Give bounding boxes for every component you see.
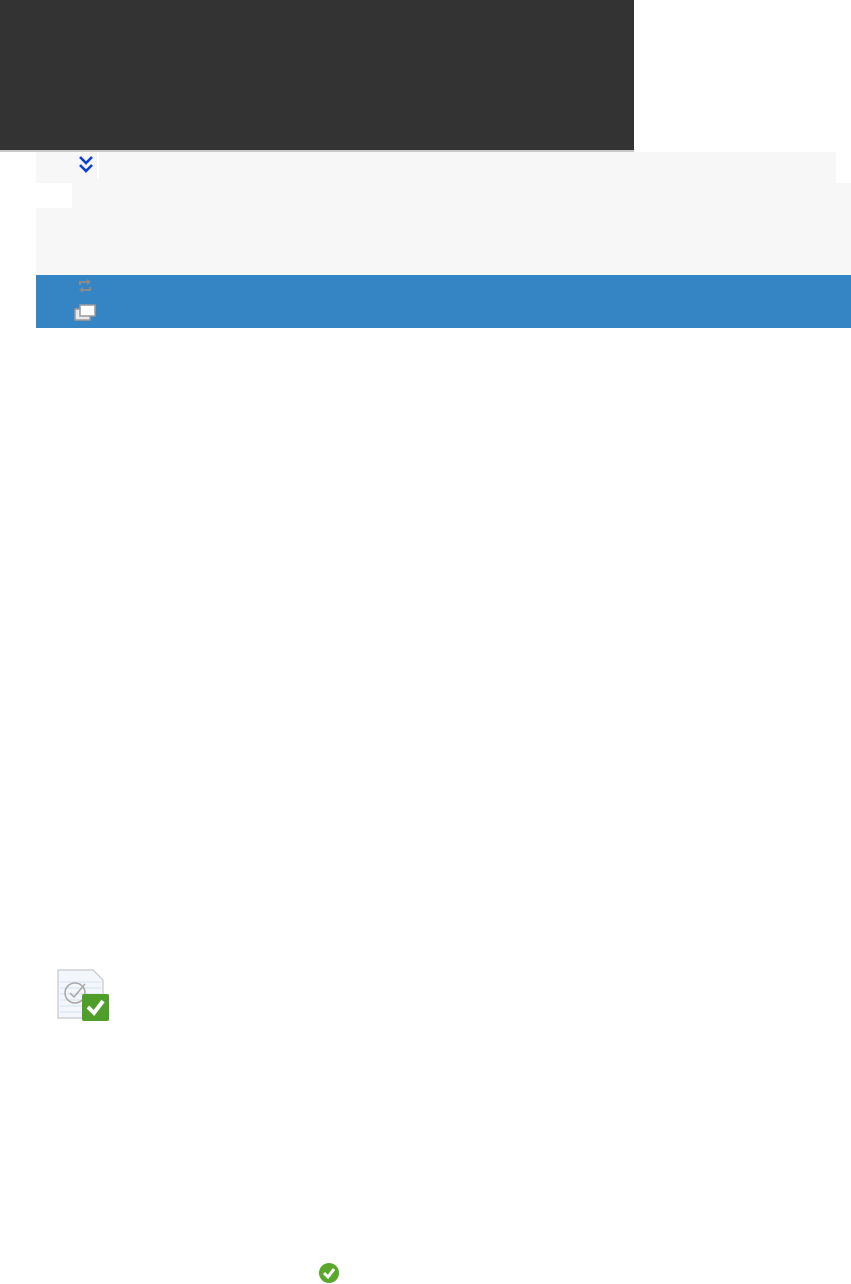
selected-row[interactable] [36, 275, 851, 328]
panel-notch [36, 183, 72, 208]
expand-button[interactable] [77, 154, 95, 176]
sync-icon [79, 279, 91, 293]
sync-button[interactable] [77, 278, 93, 294]
content-panel [36, 183, 851, 275]
top-header-bar [0, 0, 634, 150]
document-check-icon [57, 968, 110, 1022]
windows-icon [74, 304, 96, 321]
toolbar [36, 152, 836, 183]
windows-button[interactable] [74, 304, 96, 322]
check-circle-icon [318, 1262, 340, 1284]
toolbar-separator [97, 152, 99, 179]
double-chevron-down-icon [79, 156, 93, 173]
header-divider [0, 150, 634, 152]
